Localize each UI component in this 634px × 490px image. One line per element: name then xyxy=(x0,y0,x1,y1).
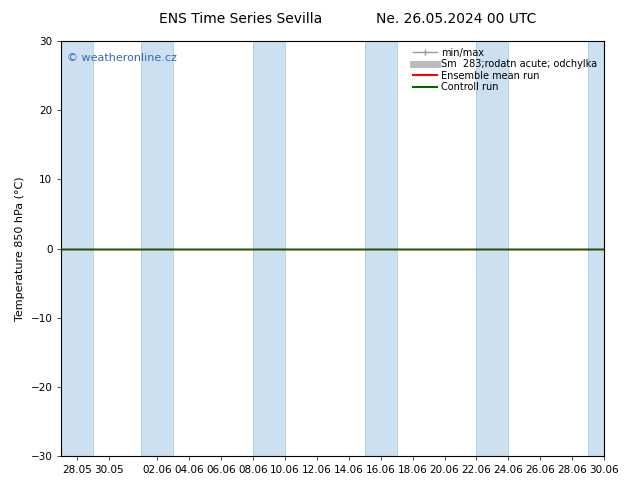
Text: © weatheronline.cz: © weatheronline.cz xyxy=(67,53,177,64)
Bar xyxy=(141,41,173,456)
Legend: min/max, Sm  283;rodatn acute; odchylka, Ensemble mean run, Controll run: min/max, Sm 283;rodatn acute; odchylka, … xyxy=(411,46,599,94)
Text: ENS Time Series Sevilla: ENS Time Series Sevilla xyxy=(159,12,323,26)
Text: Ne. 26.05.2024 00 UTC: Ne. 26.05.2024 00 UTC xyxy=(377,12,536,26)
Bar xyxy=(61,41,93,456)
Bar xyxy=(365,41,397,456)
Y-axis label: Temperature 850 hPa (°C): Temperature 850 hPa (°C) xyxy=(15,176,25,321)
Bar xyxy=(253,41,285,456)
Bar xyxy=(477,41,508,456)
Bar xyxy=(588,41,604,456)
